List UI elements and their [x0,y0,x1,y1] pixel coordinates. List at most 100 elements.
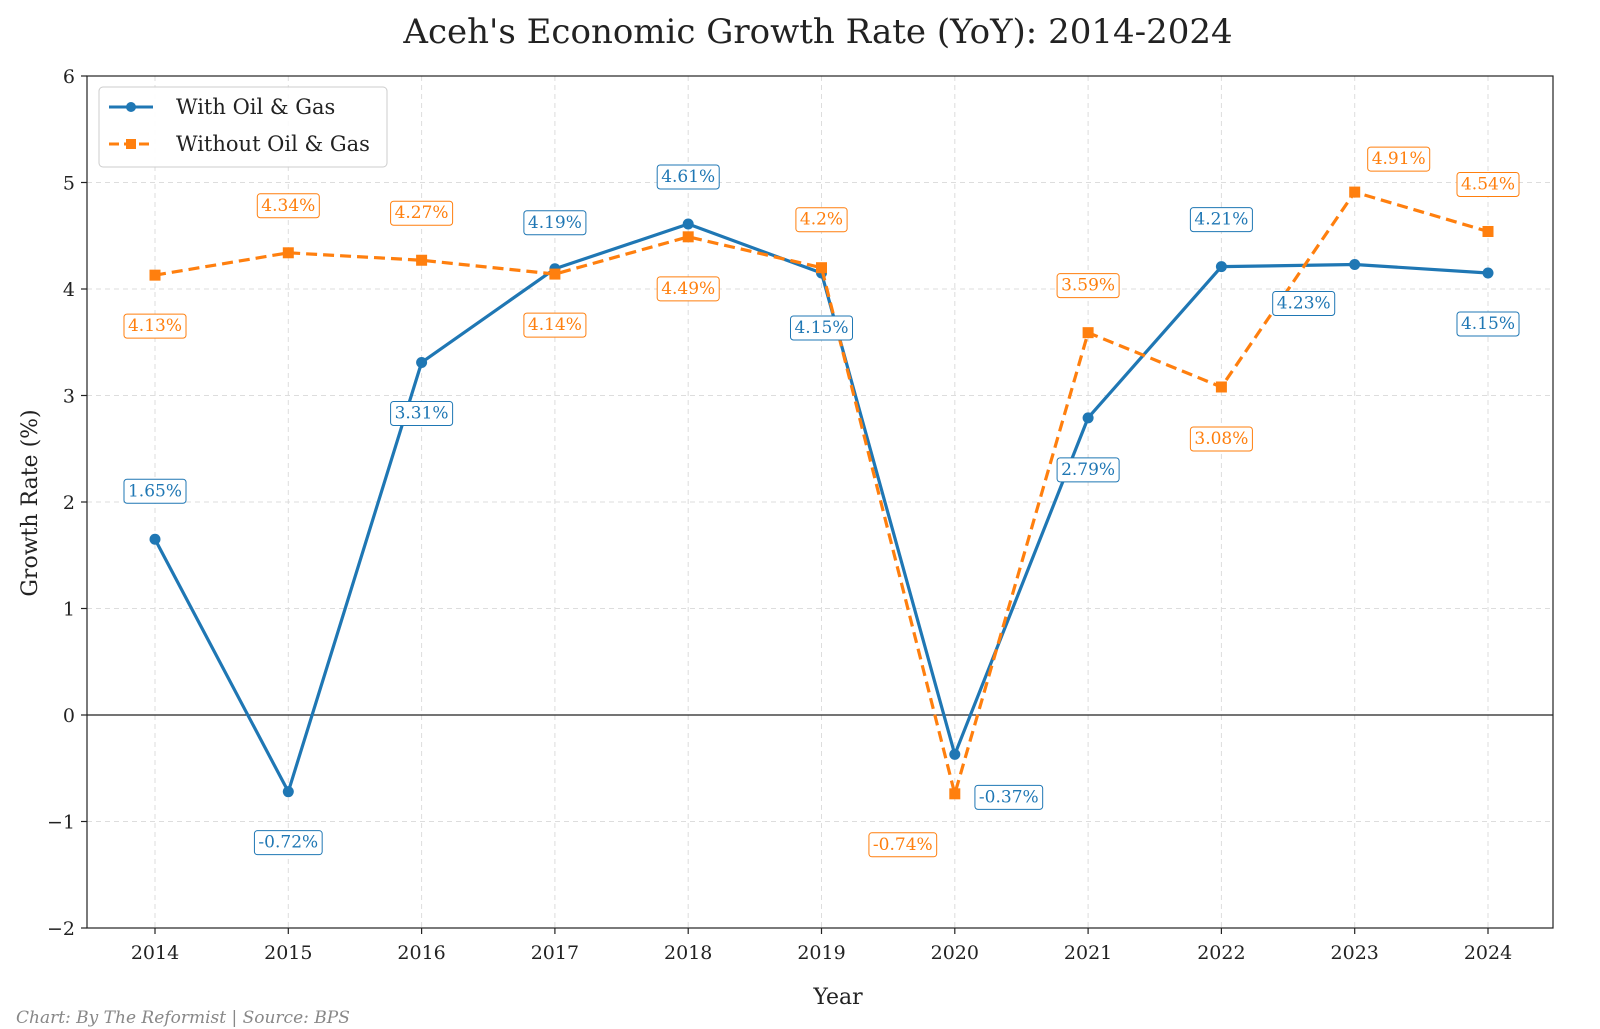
data-label-box [789,315,854,341]
data-label-with-oil-gas: 4.61% [656,164,720,190]
data-label-without-oil-gas: 3.59% [1056,273,1120,299]
data-label-box [1189,207,1253,233]
data-point-with-oil-gas [149,533,161,545]
data-point-without-oil-gas [949,788,961,800]
data-label-text: 4.61% [661,167,715,187]
data-label-box [123,478,187,504]
data-label-box [656,276,720,302]
x-tick-label: 2021 [1064,942,1112,964]
data-label-box [253,830,323,856]
data-label-text: 4.54% [1461,174,1515,194]
legend-marker-without-oil-gas [126,139,136,149]
data-point-without-oil-gas [1482,225,1494,237]
data-point-without-oil-gas [149,269,161,281]
data-label-box [1367,146,1431,172]
data-point-without-oil-gas [1215,381,1227,393]
data-point-with-oil-gas [1349,259,1361,271]
data-label-without-oil-gas: 4.91% [1367,146,1431,172]
data-label-without-oil-gas: 4.34% [256,193,320,219]
y-tick-label: 4 [63,279,75,301]
data-label-text: 4.27% [395,203,449,223]
y-tick-label: −1 [47,812,75,834]
data-label-with-oil-gas: 4.21% [1189,207,1253,233]
x-tick-label: 2024 [1464,942,1512,964]
y-tick-label: 6 [63,66,75,88]
data-label-box [656,164,720,190]
data-label-without-oil-gas: 4.27% [390,200,454,226]
data-label-box [1189,426,1253,452]
data-label-text: 3.31% [395,403,449,423]
x-tick-label: 2015 [264,942,312,964]
data-label-with-oil-gas: 4.23% [1272,291,1336,317]
data-label-with-oil-gas: 4.15% [1456,311,1520,337]
y-tick-label: −2 [47,918,75,940]
data-label-with-oil-gas: -0.72% [253,830,323,856]
data-label-without-oil-gas: 4.2% [795,207,848,233]
x-tick-label: 2016 [397,942,445,964]
data-label-text: 3.08% [1194,429,1248,449]
data-label-box [523,210,587,236]
data-label-without-oil-gas: 4.49% [656,276,720,302]
data-label-text: 4.2% [800,210,843,230]
data-label-text: 4.19% [528,213,582,233]
data-point-without-oil-gas [1349,186,1361,198]
data-label-with-oil-gas: 2.79% [1056,457,1120,483]
data-label-text: -0.37% [979,787,1039,807]
data-label-text: 4.91% [1372,149,1426,169]
data-label-text: -0.74% [873,835,933,855]
data-label-with-oil-gas: 1.65% [123,478,187,504]
data-point-with-oil-gas [416,356,428,368]
legend-label-with-oil-gas: With Oil & Gas [176,95,335,119]
data-point-with-oil-gas [682,218,694,230]
data-label-box [1056,273,1120,299]
y-axis-label: Growth Rate (%) [18,409,43,596]
data-label-without-oil-gas: 4.54% [1456,171,1520,197]
x-tick-label: 2022 [1197,942,1245,964]
legend-marker-with-oil-gas [126,102,136,112]
data-label-without-oil-gas: -0.74% [868,832,938,858]
data-label-text: 4.21% [1194,210,1248,230]
data-label-text: 4.15% [1461,314,1515,334]
y-tick-label: 0 [63,705,75,727]
data-label-with-oil-gas: 4.19% [523,210,587,236]
data-label-with-oil-gas: -0.37% [974,784,1044,810]
data-point-with-oil-gas [1482,267,1494,279]
legend: With Oil & Gas Without Oil & Gas [98,86,388,168]
data-label-text: 4.13% [128,316,182,336]
data-label-text: 4.23% [1277,294,1331,314]
x-axis-label: Year [812,985,863,1010]
data-label-text: 4.15% [794,318,848,338]
chart-title: Aceh's Economic Growth Rate (YoY): 2014-… [402,12,1232,52]
data-label-without-oil-gas: 3.08% [1189,426,1253,452]
data-label-text: 1.65% [128,481,182,501]
data-point-without-oil-gas [816,262,827,274]
x-tick-label: 2017 [531,942,579,964]
data-label-with-oil-gas: 3.31% [390,400,454,426]
x-tick-label: 2019 [797,942,845,964]
data-point-without-oil-gas [549,268,561,280]
y-tick-label: 5 [63,173,75,195]
series-layer [149,186,1494,800]
data-label-text: 4.14% [528,315,582,335]
data-point-without-oil-gas [1082,327,1094,339]
data-point-without-oil-gas [282,247,294,259]
data-label-box [390,200,454,226]
data-label-without-oil-gas: 4.14% [523,312,587,338]
data-label-text: 2.79% [1061,460,1115,480]
axes: −2 −1 0 1 2 3 4 5 6 2014 2015 2016 2017 2018 2019 2020 2… [47,66,1512,964]
data-label-box [390,400,454,426]
legend-label-without-oil-gas: Without Oil & Gas [176,132,370,156]
data-point-with-oil-gas [949,748,961,760]
y-tick-label: 2 [63,492,75,514]
data-label-box [1272,291,1336,317]
series-line-without-oil-gas [154,190,1489,796]
data-label-box [1456,171,1520,197]
y-tick-label: 3 [63,386,75,408]
legend-box [98,86,388,168]
data-label-text: 4.49% [661,279,715,299]
data-point-without-oil-gas [682,231,694,243]
x-tick-label: 2020 [931,942,979,964]
y-tick-label: 1 [63,599,75,621]
data-label-box [123,313,187,339]
